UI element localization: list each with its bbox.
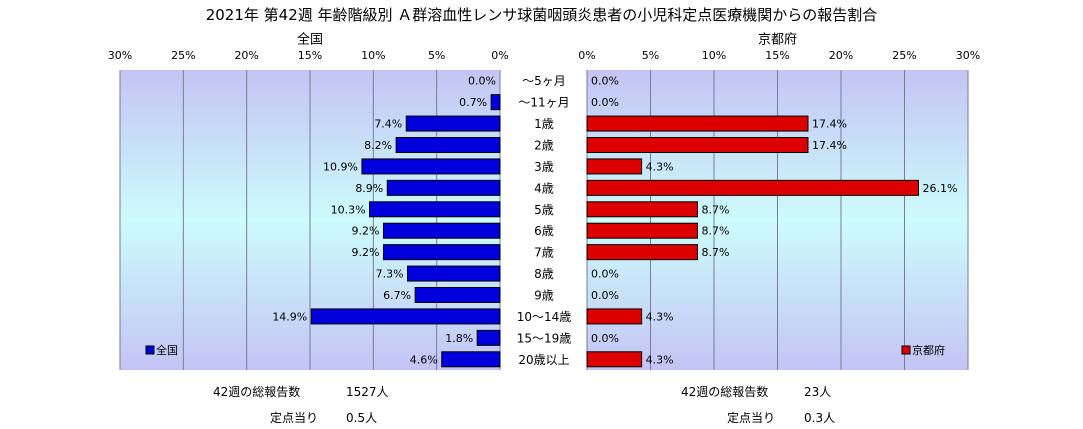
kyoto-x-tick-label: 15% bbox=[765, 49, 789, 62]
kyoto-bar bbox=[586, 201, 698, 218]
national-total-value: 1527人 bbox=[346, 385, 389, 399]
national-data-label: 9.2% bbox=[352, 246, 380, 259]
age-category-label: 6歳 bbox=[534, 224, 554, 238]
kyoto-chart: 0% 5% 10% 15% 20% 25% 30% 京都府 0.0% 0.0% 17.4% 17.4%… bbox=[578, 33, 980, 370]
kyoto-bar bbox=[586, 222, 698, 239]
national-data-label: 10.9% bbox=[323, 160, 358, 173]
national-data-label: 4.6% bbox=[410, 353, 438, 366]
national-bar bbox=[414, 287, 501, 303]
kyoto-legend-swatch bbox=[901, 345, 911, 355]
national-bar bbox=[382, 244, 501, 261]
age-category-label: 9歳 bbox=[534, 289, 554, 303]
kyoto-data-label: 0.0% bbox=[591, 96, 619, 109]
kyoto-bar bbox=[586, 137, 809, 153]
kyoto-data-label: 0.0% bbox=[591, 289, 619, 302]
national-data-label: 7.4% bbox=[374, 118, 402, 131]
national-bar bbox=[476, 329, 501, 346]
kyoto-legend-label: 京都府 bbox=[912, 343, 945, 357]
national-x-tick-label: 15% bbox=[298, 49, 322, 62]
national-data-label: 8.9% bbox=[355, 182, 383, 195]
national-x-tick-label: 20% bbox=[234, 49, 258, 62]
age-category-labels: ～5ヶ月 ～11ヶ月 1歳 2歳 3歳 4歳 5歳 6歳 7歳 8歳 9歳 10～14歳 15～19歳 2… bbox=[517, 74, 572, 367]
kyoto-bar bbox=[586, 179, 919, 196]
national-bar bbox=[382, 222, 501, 239]
age-category-label: 15～19歳 bbox=[517, 331, 572, 345]
national-bar bbox=[395, 137, 501, 153]
kyoto-bar bbox=[586, 351, 643, 368]
age-category-label: 7歳 bbox=[534, 246, 554, 260]
kyoto-x-tick-label: 0% bbox=[578, 49, 595, 62]
kyoto-total-label: 42週の総報告数 bbox=[681, 385, 769, 399]
kyoto-data-label: 8.7% bbox=[701, 225, 729, 238]
age-category-label: 4歳 bbox=[534, 181, 554, 195]
national-bar bbox=[490, 94, 501, 111]
kyoto-bar bbox=[586, 115, 809, 132]
national-per-site-label: 定点当り bbox=[270, 411, 319, 425]
national-bar bbox=[405, 115, 501, 132]
national-chart-title: 全国 bbox=[297, 32, 323, 48]
kyoto-total-value: 23人 bbox=[804, 385, 832, 399]
national-x-tick-label: 0% bbox=[491, 49, 508, 62]
national-data-label: 14.9% bbox=[272, 310, 307, 323]
national-data-label: 0.0% bbox=[468, 75, 496, 88]
kyoto-data-label: 8.7% bbox=[701, 203, 729, 216]
national-data-label: 8.2% bbox=[364, 139, 392, 152]
kyoto-data-label: 26.1% bbox=[922, 182, 957, 195]
kyoto-data-label: 0.0% bbox=[591, 75, 619, 88]
national-bar bbox=[369, 201, 501, 218]
chart-title: 2021年 第42週 年齢階級別 Ａ群溶血性レンサ球菌咽頭炎患者の小児科定点医療… bbox=[205, 6, 878, 24]
kyoto-data-label: 0.0% bbox=[591, 332, 619, 345]
national-chart: 30% 25% 20% 15% 10% 5% 0% 全国 0.0% 0.7% 7.4% 8.2% 10.… bbox=[108, 32, 509, 370]
kyoto-data-label: 8.7% bbox=[701, 246, 729, 259]
kyoto-x-tick-label: 5% bbox=[642, 49, 659, 62]
kyoto-data-label: 0.0% bbox=[591, 268, 619, 281]
kyoto-per-site-value: 0.3人 bbox=[804, 411, 836, 425]
kyoto-x-tick-label: 20% bbox=[829, 49, 853, 62]
kyoto-bar bbox=[586, 158, 643, 175]
kyoto-x-tick-label: 10% bbox=[702, 49, 726, 62]
kyoto-data-label: 4.3% bbox=[646, 353, 674, 366]
kyoto-per-site-label: 定点当り bbox=[727, 411, 776, 425]
age-category-label: 3歳 bbox=[534, 160, 554, 174]
kyoto-data-label: 17.4% bbox=[812, 118, 847, 131]
national-per-site-value: 0.5人 bbox=[346, 411, 378, 425]
national-x-tick-label: 5% bbox=[428, 49, 445, 62]
age-category-label: ～11ヶ月 bbox=[518, 96, 569, 110]
national-data-label: 0.7% bbox=[459, 96, 487, 109]
age-category-label: 2歳 bbox=[534, 139, 554, 153]
age-category-label: ～5ヶ月 bbox=[522, 74, 566, 88]
age-category-label: 8歳 bbox=[534, 267, 554, 281]
national-data-label: 10.3% bbox=[331, 203, 366, 216]
kyoto-chart-title: 京都府 bbox=[758, 33, 797, 48]
national-bar bbox=[361, 158, 501, 175]
kyoto-x-tick-label: 30% bbox=[956, 49, 980, 62]
national-legend-swatch bbox=[145, 345, 155, 355]
kyoto-data-label: 4.3% bbox=[646, 310, 674, 323]
national-data-label: 9.2% bbox=[352, 225, 380, 238]
kyoto-bar bbox=[586, 308, 643, 325]
national-x-tick-label: 10% bbox=[361, 49, 385, 62]
national-data-label: 1.8% bbox=[445, 332, 473, 345]
national-legend-label: 全国 bbox=[156, 343, 178, 357]
national-total-label: 42週の総報告数 bbox=[213, 385, 301, 399]
national-x-tick-label: 30% bbox=[108, 49, 132, 62]
kyoto-data-label: 17.4% bbox=[812, 139, 847, 152]
national-bar bbox=[310, 308, 501, 325]
national-data-label: 6.7% bbox=[383, 289, 411, 302]
age-category-label: 5歳 bbox=[534, 203, 554, 217]
age-category-label: 10～14歳 bbox=[517, 310, 572, 324]
national-x-tick-label: 25% bbox=[171, 49, 195, 62]
kyoto-data-label: 4.3% bbox=[646, 160, 674, 173]
national-bar bbox=[386, 179, 501, 196]
national-data-label: 7.3% bbox=[376, 268, 404, 281]
age-category-label: 1歳 bbox=[534, 117, 554, 131]
kyoto-x-tick-label: 25% bbox=[892, 49, 916, 62]
national-bar bbox=[407, 265, 501, 282]
national-bar bbox=[441, 351, 501, 368]
kyoto-bar bbox=[586, 244, 698, 261]
age-category-label: 20歳以上 bbox=[518, 353, 569, 367]
